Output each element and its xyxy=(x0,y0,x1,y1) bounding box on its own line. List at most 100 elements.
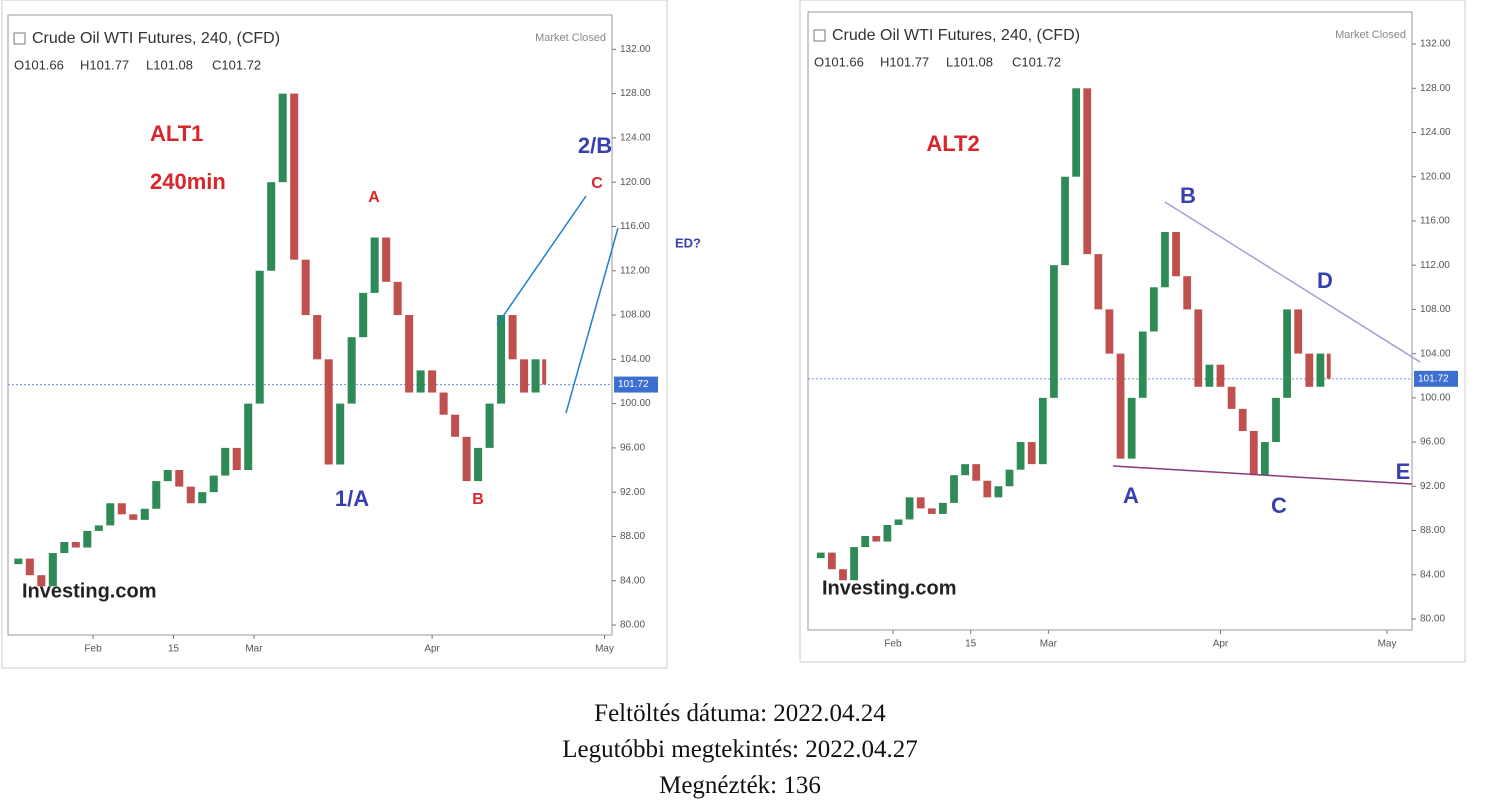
y-tick-label: 80.00 xyxy=(620,620,645,631)
wave-label: D xyxy=(1317,268,1333,293)
candle xyxy=(48,553,57,587)
wave-label: ALT2 xyxy=(926,131,979,156)
candle xyxy=(393,281,402,316)
candle xyxy=(416,370,425,393)
candle xyxy=(1072,88,1081,177)
y-tick-label: 124.00 xyxy=(620,133,651,144)
candle xyxy=(1227,386,1236,409)
candle xyxy=(1249,431,1258,476)
candle xyxy=(872,536,881,542)
candle xyxy=(163,470,172,482)
candle xyxy=(313,315,322,360)
y-tick-label: 80.00 xyxy=(1420,614,1445,625)
y-tick-label: 120.00 xyxy=(1420,171,1451,182)
candle xyxy=(950,475,958,503)
x-tick-label: 15 xyxy=(168,644,180,655)
ohlc-value: H101.77 xyxy=(880,54,929,69)
candle xyxy=(1261,442,1269,476)
y-tick-label: 108.00 xyxy=(1420,304,1451,315)
candle xyxy=(1316,353,1325,387)
y-tick-label: 84.00 xyxy=(1420,569,1445,580)
candle xyxy=(905,497,914,520)
candle xyxy=(894,519,903,525)
candle xyxy=(972,464,981,481)
candle xyxy=(520,359,529,393)
candle xyxy=(1172,232,1180,277)
candle xyxy=(816,552,825,559)
candle xyxy=(60,542,69,554)
charts: 80.00 84.00 88.00 92.00 96.00 100.00 104.00 108… xyxy=(1,0,1466,669)
candle xyxy=(221,447,230,476)
trend-line xyxy=(496,195,587,326)
candle xyxy=(961,464,969,476)
last-price-tag xyxy=(614,376,658,393)
candle xyxy=(14,558,23,565)
candle xyxy=(1138,331,1147,398)
wave-label: 1/A xyxy=(335,486,369,511)
wave-label: 240min xyxy=(150,169,226,194)
ohlc-value: O101.66 xyxy=(814,54,864,69)
candle xyxy=(1005,469,1014,487)
candle xyxy=(1116,353,1125,459)
candle xyxy=(25,558,34,576)
y-tick-label: 100.00 xyxy=(1420,392,1451,403)
x-tick-label: May xyxy=(1378,639,1397,650)
candle xyxy=(439,392,448,415)
candle xyxy=(106,503,115,526)
candle xyxy=(428,370,437,393)
y-tick-label: 92.00 xyxy=(1420,481,1445,492)
candle xyxy=(244,403,253,471)
candle xyxy=(267,182,276,271)
candle xyxy=(278,93,287,183)
watermark: Investing.com xyxy=(822,577,956,599)
candle xyxy=(850,547,858,581)
chart-title: Crude Oil WTI Futures, 240, (CFD) xyxy=(32,30,280,47)
candle xyxy=(1194,309,1203,387)
ohlc-value: H101.77 xyxy=(80,57,129,72)
x-tick-label: Mar xyxy=(245,644,263,655)
wave-label: ED? xyxy=(675,235,701,250)
wave-label: A xyxy=(1123,483,1139,508)
view-count: Megnézték: 136 xyxy=(659,772,821,799)
y-tick-label: 128.00 xyxy=(620,88,651,99)
y-tick-label: 104.00 xyxy=(620,354,651,365)
candle xyxy=(1149,287,1158,332)
candle xyxy=(347,337,356,404)
x-tick-label: Apr xyxy=(424,644,440,655)
candle xyxy=(1050,265,1058,398)
y-tick-label: 116.00 xyxy=(1420,216,1450,227)
ohlc-value: L101.08 xyxy=(146,57,193,72)
candle xyxy=(175,470,184,487)
candle xyxy=(1038,397,1047,465)
candle xyxy=(939,502,947,514)
chart-title: Crude Oil WTI Futures, 240, (CFD) xyxy=(832,27,1080,44)
y-tick-label: 120.00 xyxy=(620,177,651,188)
candle xyxy=(983,480,992,498)
candle xyxy=(497,315,506,404)
y-tick-label: 124.00 xyxy=(1420,127,1451,138)
candle xyxy=(485,403,494,448)
wave-label: ALT1 xyxy=(150,121,203,146)
candle xyxy=(1238,408,1247,432)
x-tick-label: Apr xyxy=(1213,639,1229,650)
candle xyxy=(1016,442,1025,470)
candle xyxy=(382,237,391,282)
candle xyxy=(83,530,92,548)
y-tick-label: 84.00 xyxy=(620,575,645,586)
collapse-icon xyxy=(813,29,826,42)
y-tick-label: 92.00 xyxy=(620,487,645,498)
candle xyxy=(462,436,471,482)
candle xyxy=(301,259,310,316)
y-tick-label: 100.00 xyxy=(620,398,651,409)
y-tick-label: 96.00 xyxy=(620,443,645,454)
candle xyxy=(117,503,126,515)
wave-label: C xyxy=(591,175,603,192)
candle xyxy=(152,481,161,509)
trend-line xyxy=(1164,201,1421,363)
candle xyxy=(1083,88,1092,255)
candle xyxy=(370,237,379,293)
y-tick-label: 108.00 xyxy=(620,310,651,321)
y-tick-label: 116.00 xyxy=(620,221,650,232)
candle xyxy=(232,447,241,471)
